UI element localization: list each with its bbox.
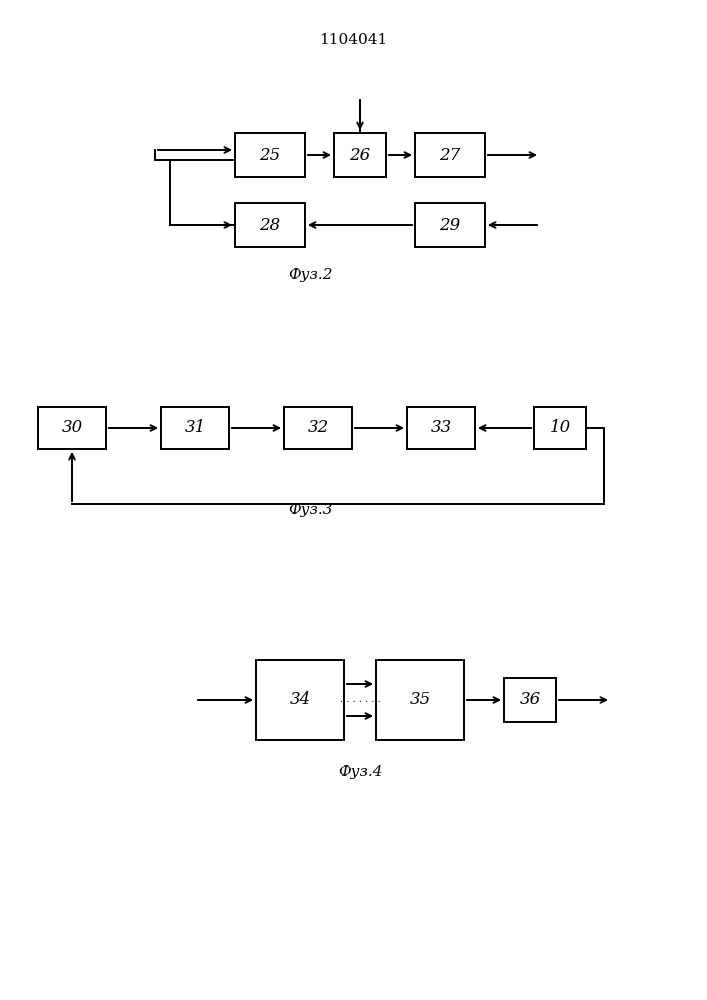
Bar <box>334 133 386 177</box>
Text: 1104041: 1104041 <box>319 33 387 47</box>
Text: 35: 35 <box>409 692 431 708</box>
Text: 28: 28 <box>259 217 281 233</box>
Bar <box>38 407 106 449</box>
Bar <box>235 203 305 247</box>
Bar <box>376 660 464 740</box>
Text: . . . . . . .: . . . . . . . <box>339 696 380 704</box>
Text: Фуз.4: Фуз.4 <box>338 765 382 779</box>
Text: 34: 34 <box>289 692 310 708</box>
Text: 36: 36 <box>520 692 541 708</box>
Text: 10: 10 <box>549 420 571 436</box>
Bar <box>161 407 229 449</box>
Bar <box>504 678 556 722</box>
Bar <box>235 133 305 177</box>
Text: Фуз.2: Фуз.2 <box>288 268 332 282</box>
Bar <box>415 133 485 177</box>
Bar <box>407 407 475 449</box>
Text: 30: 30 <box>62 420 83 436</box>
Text: 31: 31 <box>185 420 206 436</box>
Text: 25: 25 <box>259 146 281 163</box>
Bar <box>256 660 344 740</box>
Text: 33: 33 <box>431 420 452 436</box>
Text: 29: 29 <box>439 217 461 233</box>
Text: 32: 32 <box>308 420 329 436</box>
Text: 27: 27 <box>439 146 461 163</box>
Text: 26: 26 <box>349 146 370 163</box>
Bar <box>415 203 485 247</box>
Bar <box>534 407 586 449</box>
Bar <box>284 407 352 449</box>
Text: Фуз.3: Фуз.3 <box>288 503 332 517</box>
